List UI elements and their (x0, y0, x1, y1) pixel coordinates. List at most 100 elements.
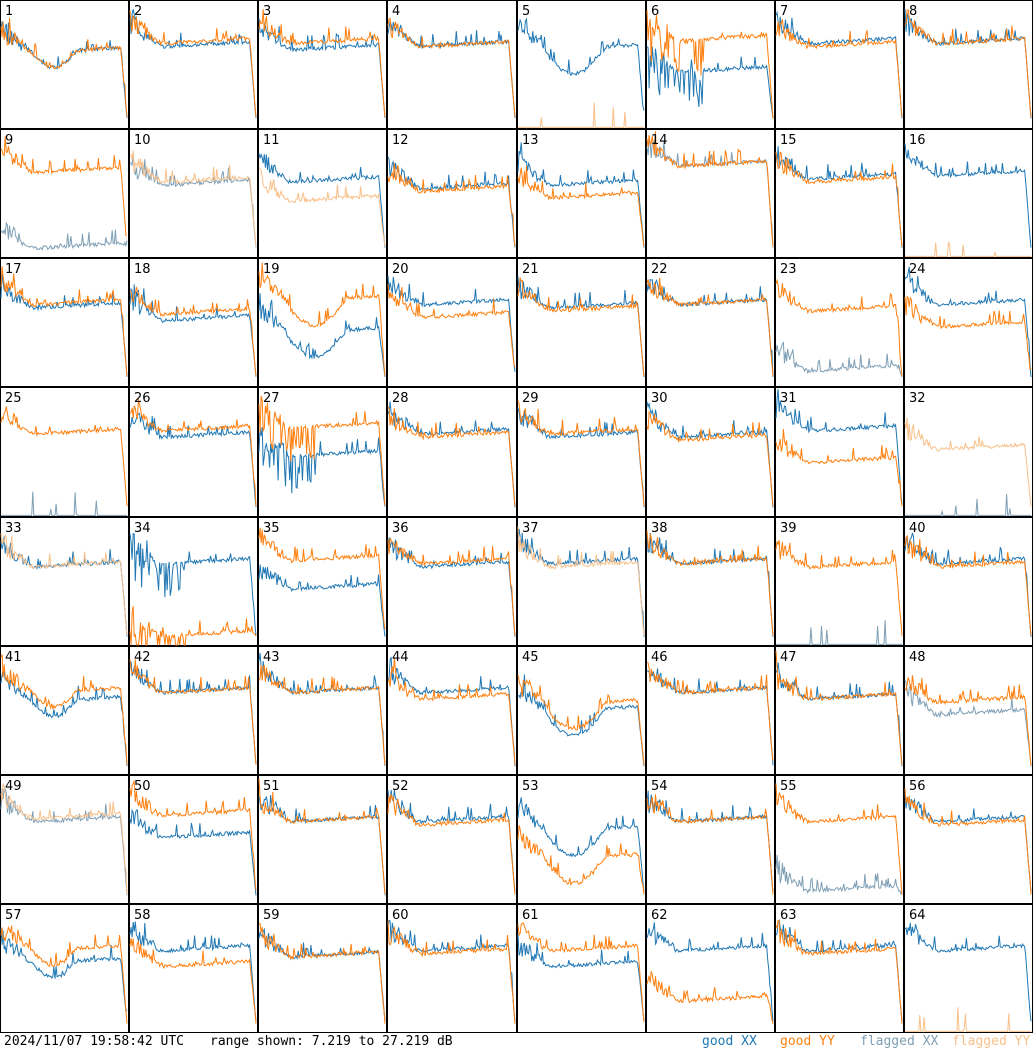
panel-label: 2 (134, 4, 142, 19)
panel-label: 31 (780, 391, 797, 406)
series-yy-good (775, 650, 903, 766)
series-xx-flagged (1, 491, 127, 516)
series-yy-good (904, 534, 1032, 636)
panel-frame (517, 646, 646, 775)
series-xx-flagged (129, 152, 257, 248)
series-yy-good (775, 540, 903, 636)
panel-frame (258, 258, 387, 387)
tile-panel-10: 10 (129, 129, 258, 258)
panel-frame (387, 517, 517, 646)
series-yy-good (517, 675, 645, 766)
series-xx-good (775, 388, 903, 505)
tile-panel-44: 44 (387, 646, 517, 775)
series-yy-flagged (258, 167, 386, 247)
series-xx-good (517, 674, 645, 767)
panel-label: 17 (5, 262, 22, 277)
series-xx-flagged (776, 620, 902, 646)
panel-label: 14 (651, 133, 668, 148)
series-yy-good (258, 922, 386, 1024)
tile-panel-59: 59 (258, 904, 387, 1033)
series-yy-good (387, 537, 516, 636)
series-yy-good (646, 131, 774, 247)
panel-frame (129, 129, 258, 258)
series-yy-good (646, 971, 774, 1025)
panel-label: 36 (392, 521, 409, 536)
series-xx-good (517, 934, 645, 1022)
tile-panel-55: 55 (775, 775, 904, 904)
panel-frame (646, 646, 775, 775)
tile-panel-17: 17 (0, 258, 129, 387)
tile-panel-36: 36 (387, 517, 517, 646)
panel-label: 56 (909, 779, 926, 794)
panel-label: 23 (780, 262, 797, 277)
panel-label: 37 (522, 521, 539, 536)
series-xx-good (258, 564, 386, 637)
panel-label: 7 (780, 4, 788, 19)
panel-label: 57 (5, 908, 22, 923)
series-xx-good (258, 18, 386, 119)
panel-frame (646, 904, 775, 1033)
panel-frame (517, 129, 646, 258)
panel-frame (0, 904, 129, 1033)
tile-panel-9: 9 (0, 129, 129, 258)
tile-panel-13: 13 (517, 129, 646, 258)
series-xx-good (258, 293, 386, 377)
tile-panel-39: 39 (775, 517, 904, 646)
series-xx-flagged (775, 341, 903, 378)
series-yy-good (258, 778, 386, 895)
series-yy-good (0, 17, 128, 117)
tile-panel-11: 11 (258, 129, 387, 258)
series-yy-good (775, 783, 903, 895)
series-yy-good (517, 400, 645, 507)
panel-label: 19 (263, 262, 280, 277)
legend-good-yy: good YY (780, 1034, 835, 1049)
tile-panel-63: 63 (775, 904, 904, 1033)
series-xx-good (129, 284, 257, 377)
panel-label: 33 (5, 521, 22, 536)
series-xx-good (129, 533, 257, 636)
tile-panel-6: 6 (646, 0, 775, 129)
panel-label: 35 (263, 521, 280, 536)
series-yy-flagged (0, 783, 128, 895)
series-yy-flagged (905, 241, 1031, 257)
panel-label: 25 (5, 391, 22, 406)
tile-panel-19: 19 (258, 258, 387, 387)
series-yy-good (387, 658, 516, 766)
panel-frame (517, 904, 646, 1033)
series-xx-good (258, 426, 386, 507)
panel-label: 22 (651, 262, 668, 277)
series-xx-good (904, 266, 1032, 378)
panel-frame (0, 387, 129, 517)
legend-flagged-xx: flagged XX (860, 1034, 939, 1049)
panel-label: 64 (909, 908, 926, 923)
series-yy-good (387, 920, 516, 1024)
panel-frame (0, 258, 129, 387)
series-xx-good (517, 797, 645, 892)
series-yy-good (517, 825, 645, 895)
tile-panel-29: 29 (517, 387, 646, 517)
panel-frame (517, 517, 646, 646)
series-yy-flagged (517, 526, 645, 636)
panel-frame (775, 0, 904, 129)
tile-panel-22: 22 (646, 258, 775, 387)
panel-label: 21 (522, 262, 539, 277)
series-yy-good (387, 284, 516, 368)
tile-panel-21: 21 (517, 258, 646, 387)
panel-frame (904, 258, 1033, 387)
panel-frame (258, 0, 387, 129)
panel-frame (387, 129, 517, 258)
series-yy-good (387, 163, 516, 247)
series-yy-good (129, 780, 257, 891)
tile-panel-54: 54 (646, 775, 775, 904)
panel-frame (129, 646, 258, 775)
panel-label: 42 (134, 650, 151, 665)
panel-label: 45 (522, 650, 539, 665)
series-xx-good (646, 46, 774, 119)
tile-panel-28: 28 (387, 387, 517, 517)
range-label: range shown: 7.219 to 27.219 dB (210, 1034, 453, 1049)
tile-panel-27: 27 (258, 387, 387, 517)
tile-panel-31: 31 (775, 387, 904, 517)
series-yy-flagged (518, 102, 644, 128)
series-yy-good (646, 277, 774, 376)
panel-label: 41 (5, 650, 22, 665)
